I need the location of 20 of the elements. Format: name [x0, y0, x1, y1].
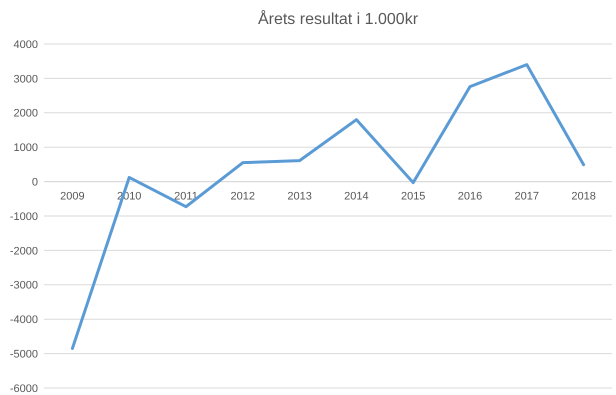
y-tick-label: -1000	[10, 210, 38, 223]
x-tick-label: 2016	[458, 190, 482, 203]
y-tick-label: -5000	[10, 348, 38, 360]
x-tick-label: 2012	[230, 190, 256, 203]
x-tick-label: 2013	[287, 190, 312, 203]
x-tick-label: 2018	[571, 190, 596, 203]
y-tick-label: -6000	[10, 382, 38, 395]
y-tick-label: 4000	[14, 38, 38, 51]
y-tick-label: 1000	[14, 142, 38, 154]
y-tick-label: -3000	[10, 280, 38, 292]
y-tick-label: -4000	[10, 314, 38, 326]
y-tick-label: 3000	[14, 73, 38, 86]
x-tick-label: 2009	[60, 190, 85, 203]
y-tick-label: -2000	[10, 245, 38, 258]
chart-title: Årets resultat i 1.000kr	[258, 10, 419, 28]
x-tick-label: 2017	[514, 190, 540, 203]
x-tick-label: 2014	[344, 190, 369, 203]
y-tick-label: 0	[32, 176, 38, 188]
x-tick-label: 2015	[400, 190, 426, 203]
y-tick-label: 2000	[14, 108, 38, 120]
